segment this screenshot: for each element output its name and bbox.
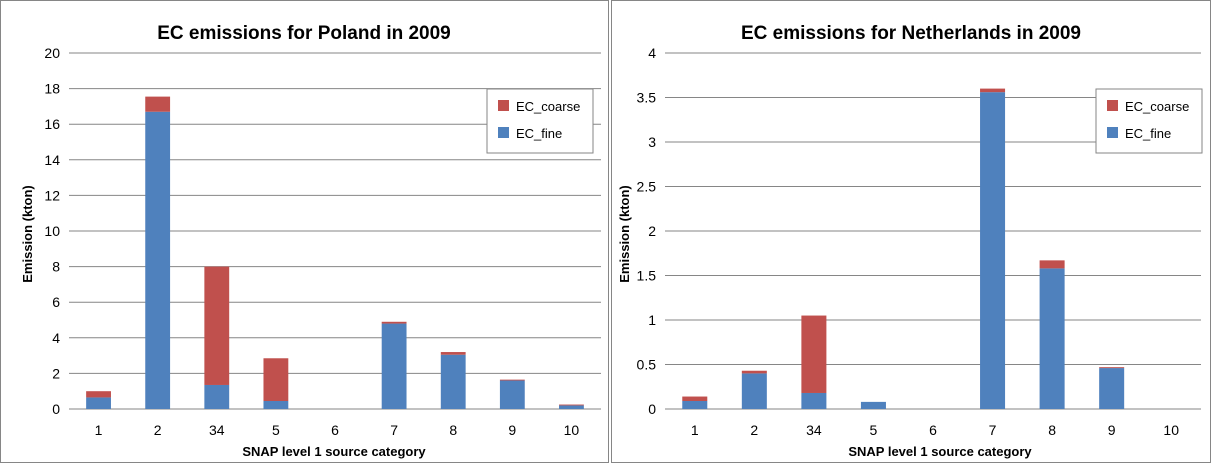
legend-swatch bbox=[1107, 100, 1118, 111]
bar-ec-fine bbox=[980, 92, 1006, 409]
bar-ec-fine bbox=[741, 373, 767, 409]
y-tick-label: 4 bbox=[52, 330, 60, 346]
bar-ec-fine bbox=[86, 397, 111, 409]
bar-ec-coarse bbox=[86, 391, 111, 398]
x-tick-label: 10 bbox=[1163, 422, 1179, 438]
x-tick-label: 7 bbox=[390, 422, 398, 438]
bar-ec-coarse bbox=[980, 88, 1006, 93]
bar-ec-coarse bbox=[682, 396, 708, 401]
chart-title: EC emissions for Poland in 2009 bbox=[157, 23, 451, 44]
y-tick-label: 0 bbox=[52, 401, 60, 417]
y-tick-label: 3 bbox=[648, 134, 656, 150]
x-tick-label: 10 bbox=[564, 422, 580, 438]
chart-poland: EC emissions for Poland in 2009 SNAP lev… bbox=[20, 23, 601, 459]
y-tick-label: 3.5 bbox=[637, 90, 657, 106]
bar-ec-fine bbox=[204, 384, 230, 409]
legend-label: EC_fine bbox=[516, 126, 562, 141]
y-tick-label: 8 bbox=[52, 259, 60, 275]
x-tick-label: 5 bbox=[272, 422, 280, 438]
y-tick-label: 10 bbox=[44, 223, 60, 239]
legend: EC_coarse EC_fine bbox=[1095, 88, 1203, 154]
x-tick-label: 9 bbox=[1108, 422, 1116, 438]
bar-ec-fine bbox=[499, 380, 525, 409]
y-tick-label: 2.5 bbox=[637, 179, 657, 195]
x-tick-labels: 1 2 34 5 6 7 8 9 10 bbox=[95, 422, 580, 438]
y-tick-labels: 0 0.5 1 1.5 2 2.5 3 3.5 4 bbox=[637, 45, 657, 417]
y-tick-label: 6 bbox=[52, 294, 60, 310]
bar-ec-coarse bbox=[499, 379, 525, 381]
bar-ec-coarse bbox=[559, 404, 584, 406]
y-axis-title: Emission (kton) bbox=[617, 185, 632, 283]
x-tick-label: 1 bbox=[95, 422, 103, 438]
bar-ec-fine bbox=[440, 354, 466, 409]
legend-label: EC_coarse bbox=[516, 99, 580, 114]
legend-label: EC_fine bbox=[1125, 126, 1171, 141]
x-tick-label: 6 bbox=[331, 422, 339, 438]
y-tick-label: 12 bbox=[44, 187, 60, 203]
y-tick-label: 20 bbox=[44, 45, 60, 61]
y-tick-label: 0.5 bbox=[637, 357, 657, 373]
bar-ec-fine bbox=[860, 401, 886, 409]
chart-title: EC emissions for Netherlands in 2009 bbox=[741, 23, 1081, 44]
legend-label: EC_coarse bbox=[1125, 99, 1189, 114]
bar-ec-coarse bbox=[263, 358, 289, 401]
x-tick-label: 8 bbox=[1048, 422, 1056, 438]
y-tick-label: 4 bbox=[648, 45, 656, 61]
bar-ec-coarse bbox=[145, 96, 171, 112]
y-tick-label: 2 bbox=[52, 365, 60, 381]
bar-ec-fine bbox=[145, 111, 171, 410]
chart-netherlands: EC emissions for Netherlands in 2009 SNA… bbox=[617, 23, 1203, 459]
bar-ec-coarse bbox=[440, 352, 466, 355]
legend: EC_coarse EC_fine bbox=[486, 88, 594, 154]
bar-ec-fine bbox=[1039, 268, 1065, 409]
bars bbox=[682, 88, 1125, 409]
y-tick-label: 14 bbox=[44, 152, 60, 168]
bar-ec-coarse bbox=[801, 315, 827, 393]
x-tick-labels: 1 2 34 5 6 7 8 9 10 bbox=[691, 422, 1179, 438]
bar-ec-fine bbox=[263, 400, 289, 409]
bar-ec-coarse bbox=[1099, 367, 1125, 369]
x-tick-label: 1 bbox=[691, 422, 699, 438]
x-tick-label: 5 bbox=[870, 422, 878, 438]
x-tick-label: 2 bbox=[750, 422, 758, 438]
x-tick-label: 6 bbox=[929, 422, 937, 438]
y-tick-label: 2 bbox=[648, 223, 656, 239]
bar-ec-fine bbox=[801, 392, 827, 409]
x-tick-label: 2 bbox=[154, 422, 162, 438]
y-tick-label: 18 bbox=[44, 81, 60, 97]
legend-box bbox=[486, 88, 594, 154]
bar-ec-coarse bbox=[381, 321, 407, 324]
bars bbox=[86, 96, 584, 410]
bar-ec-fine bbox=[682, 400, 708, 409]
legend-box bbox=[1095, 88, 1203, 154]
x-tick-label: 34 bbox=[209, 422, 225, 438]
x-tick-label: 34 bbox=[806, 422, 822, 438]
y-axis-title: Emission (kton) bbox=[20, 185, 35, 283]
y-tick-label: 16 bbox=[44, 116, 60, 132]
y-tick-label: 0 bbox=[648, 401, 656, 417]
chart-panel-netherlands: EC emissions for Netherlands in 2009 SNA… bbox=[611, 0, 1211, 463]
y-tick-label: 1 bbox=[648, 312, 656, 328]
legend-swatch bbox=[498, 127, 509, 138]
bar-ec-coarse bbox=[204, 266, 230, 385]
bar-ec-coarse bbox=[1039, 260, 1065, 269]
x-tick-label: 8 bbox=[449, 422, 457, 438]
x-axis-title: SNAP level 1 source category bbox=[242, 444, 426, 459]
y-tick-label: 1.5 bbox=[637, 268, 657, 284]
y-tick-labels: 0 2 4 6 8 10 12 14 16 18 20 bbox=[44, 45, 60, 417]
legend-swatch bbox=[1107, 127, 1118, 138]
bar-ec-coarse bbox=[741, 370, 767, 374]
legend-swatch bbox=[498, 100, 509, 111]
bar-ec-fine bbox=[559, 405, 584, 409]
x-tick-label: 9 bbox=[508, 422, 516, 438]
chart-panel-poland: EC emissions for Poland in 2009 SNAP lev… bbox=[0, 0, 609, 463]
x-tick-label: 7 bbox=[989, 422, 997, 438]
x-axis-title: SNAP level 1 source category bbox=[848, 444, 1032, 459]
bar-ec-fine bbox=[381, 323, 407, 409]
bar-ec-fine bbox=[1099, 368, 1125, 409]
